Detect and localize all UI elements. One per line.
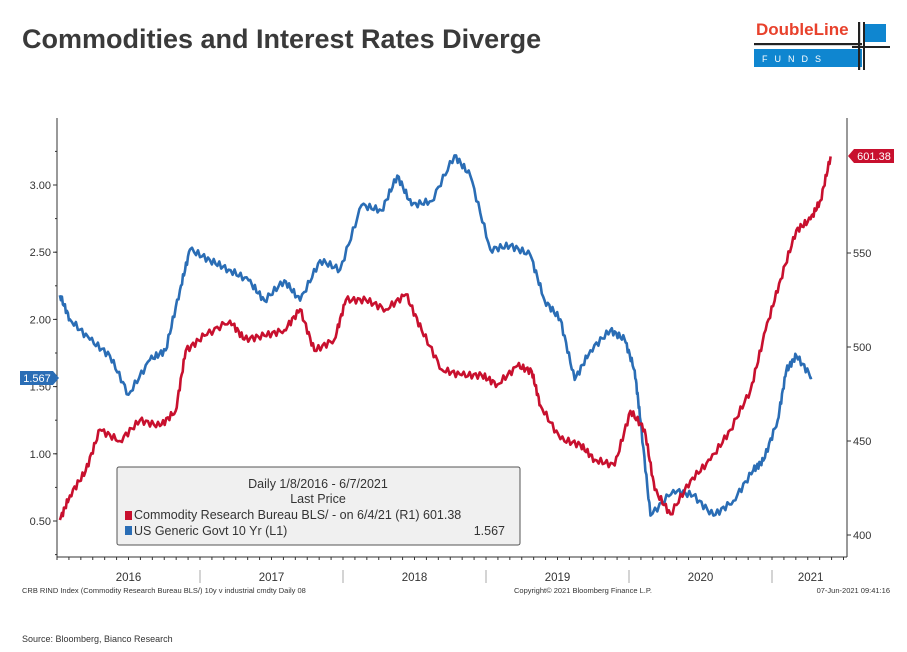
legend-value-10yr: 1.567 [474,524,505,538]
source-note: Source: Bloomberg, Bianco Research [22,634,173,644]
footer-center: Copyright© 2021 Bloomberg Finance L.P. [514,586,652,595]
right-last-value: 601.38 [857,151,891,163]
x-tick-label: 2020 [688,572,714,584]
legend-swatch-10yr [125,526,132,535]
chart: 0.501.001.502.002.503.004004505005502016… [20,118,894,595]
x-tick-label: 2021 [798,572,824,584]
left-tick-label: 2.50 [30,247,51,259]
left-tick-label: 2.00 [30,314,51,326]
legend-entry-10yr: US Generic Govt 10 Yr (L1) [134,524,287,538]
legend: Daily 1/8/2016 - 6/7/2021 Last Price Com… [116,466,521,546]
right-last-tag: 601.38 [848,149,894,163]
footer-right: 07-Jun-2021 09:41:16 [817,586,890,595]
right-tick-label: 500 [853,342,871,354]
legend-swatch-crb [125,511,132,520]
x-tick-label: 2017 [259,572,285,584]
x-tick-label: 2016 [116,572,142,584]
left-tick-label: 1.00 [30,449,51,461]
left-tick-label: 3.00 [30,180,51,192]
series-line-10yr [58,154,813,517]
svg-text:FUNDS: FUNDS [762,54,828,64]
x-tick-label: 2018 [402,572,428,584]
x-tick-label: 2019 [545,572,571,584]
legend-entry-crb: Commodity Research Bureau BLS/ - on 6/4/… [134,508,461,522]
right-tick-label: 450 [853,436,871,448]
left-last-tag: 1.567 [20,371,59,385]
legend-header-range: Daily 1/8/2016 - 6/7/2021 [248,477,388,491]
left-tick-label: 0.50 [30,516,51,528]
series-line-crb [58,156,832,521]
doubleline-logo: DoubleLine FUNDS [754,20,890,70]
right-tick-label: 400 [853,530,871,542]
legend-header-lastprice: Last Price [290,492,346,506]
page-title: Commodities and Interest Rates Diverge [22,24,542,54]
footer-left: CRB RIND Index (Commodity Research Burea… [22,586,306,595]
svg-text:DoubleLine: DoubleLine [756,20,849,39]
right-tick-label: 550 [853,248,871,260]
left-last-value: 1.567 [23,373,51,385]
